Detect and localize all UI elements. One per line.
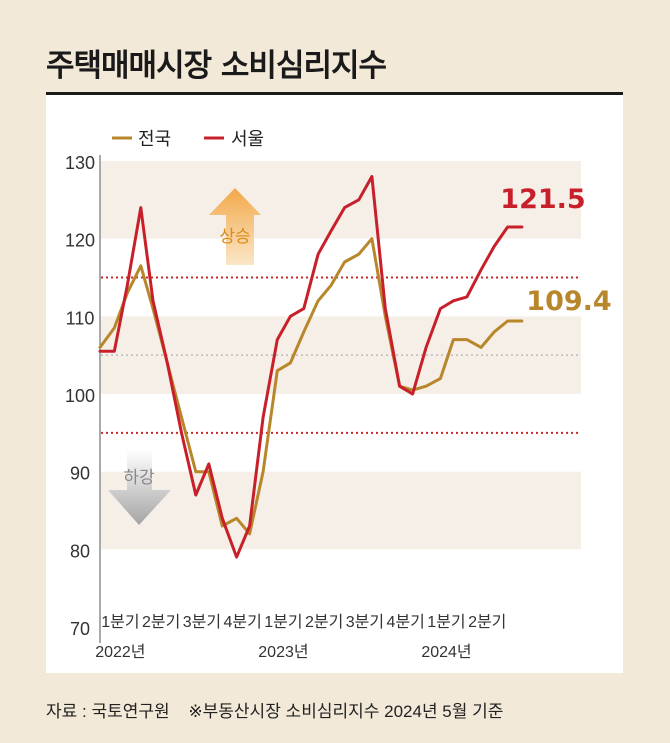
x-tick-label-7: 4분기 <box>387 613 425 631</box>
down-arrow-icon <box>108 450 171 525</box>
x-year-label-1: 2023년 <box>258 643 308 661</box>
legend: 전국 서울 <box>112 129 264 150</box>
source-text: 자료 : 국토연구원 <box>46 702 170 721</box>
y-tick-label-0: 70 <box>70 619 90 639</box>
x-tick-label-2: 3분기 <box>183 613 221 631</box>
x-tick-label-3: 4분기 <box>223 613 261 631</box>
x-tick-label-9: 2분기 <box>468 613 506 631</box>
x-tick-label-5: 2분기 <box>305 613 343 631</box>
up-arrow-icon <box>209 188 261 265</box>
up-arrow-annotation: 상승 <box>209 188 261 265</box>
national-end-label: 109.4 <box>526 286 611 317</box>
band-2 <box>101 161 581 239</box>
up-label: 상승 <box>219 227 250 247</box>
y-tick-label-4: 110 <box>66 308 95 328</box>
down-arrow-annotation: 하강 <box>108 450 171 525</box>
y-tick-label-6: 130 <box>65 153 95 173</box>
x-year-label-2: 2024년 <box>421 643 471 661</box>
legend-label-seoul: 서울 <box>231 129 264 150</box>
seoul-line <box>98 175 524 559</box>
y-tick-label-2: 90 <box>70 464 90 484</box>
chart-panel: 70 80 90 100 110 120 130 1분기 2분기 3분기 4분기 1분기 2분기 3분기 4… <box>46 95 623 673</box>
x-tick-label-4: 1분기 <box>264 613 302 631</box>
legend-label-national: 전국 <box>138 129 171 150</box>
y-tick-label-5: 120 <box>65 231 95 251</box>
x-tick-label-8: 1분기 <box>427 613 465 631</box>
note-text: ※부동산시장 소비심리지수 2024년 5월 기준 <box>188 702 504 721</box>
y-tick-label-3: 100 <box>65 386 95 406</box>
x-tick-label-1: 2분기 <box>142 613 180 631</box>
x-year-label-0: 2022년 <box>95 643 145 661</box>
band-0 <box>101 471 581 550</box>
source-note: 자료 : 국토연구원 ※부동산시장 소비심리지수 2024년 5월 기준 <box>46 697 503 722</box>
down-label: 하강 <box>123 468 155 488</box>
y-tick-label-1: 80 <box>70 541 90 561</box>
title-rule <box>46 92 623 95</box>
x-tick-label-6: 3분기 <box>346 613 384 631</box>
x-tick-label-0: 1분기 <box>101 613 139 631</box>
seoul-end-label: 121.5 <box>500 184 585 215</box>
page-title: 주택매매시장 소비심리지수 <box>46 48 387 84</box>
